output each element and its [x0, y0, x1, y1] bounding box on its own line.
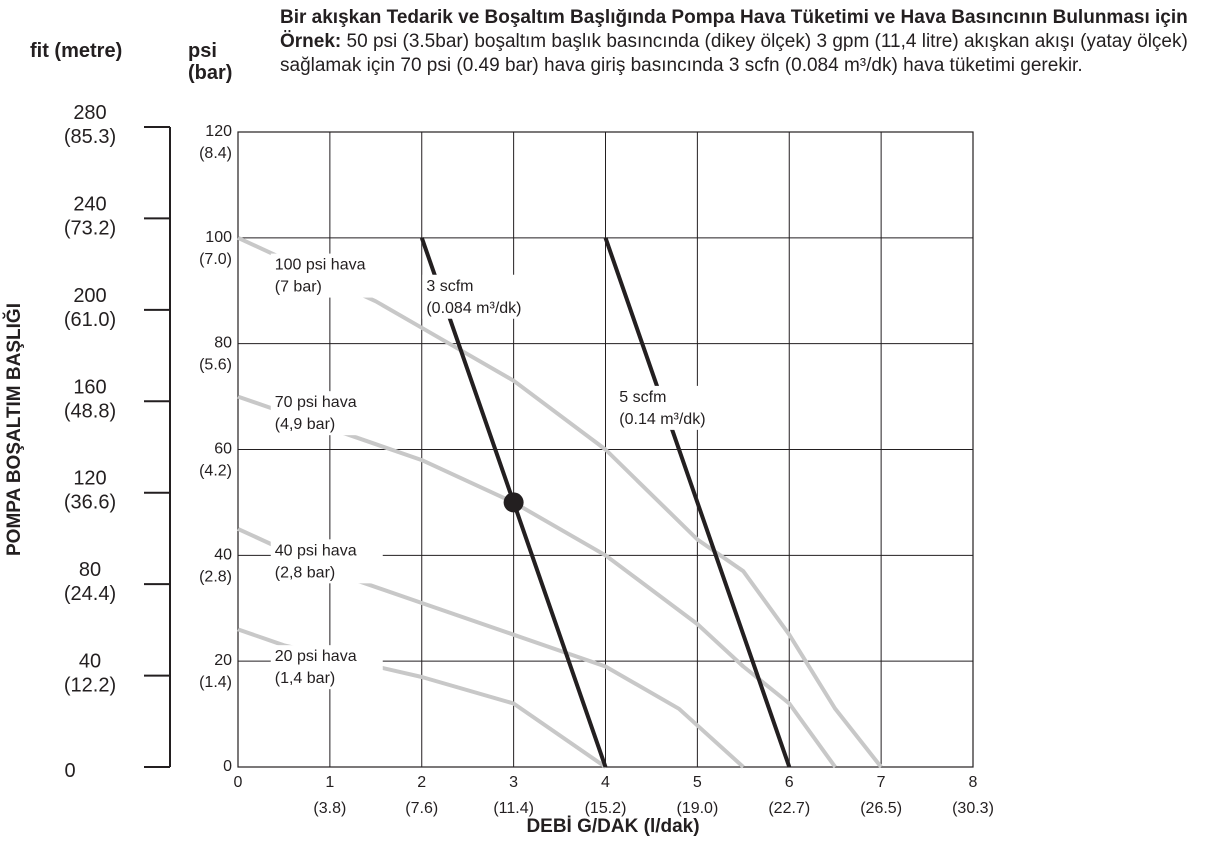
air-consumption-label-bg: [615, 385, 746, 430]
y-tick-label: 60: [214, 441, 232, 458]
air-pressure-sublabel: (2,8 bar): [275, 564, 335, 581]
x-tick-sublabel: (22.7): [768, 800, 810, 817]
x-tick-sublabel: (11.4): [493, 800, 534, 817]
air-pressure-label: 100 psi hava: [275, 257, 366, 274]
metre-tick-label: (48.8): [64, 400, 116, 422]
y-tick-label: 80: [214, 335, 232, 352]
x-tick-sublabel: (26.5): [860, 800, 902, 817]
metre-tick-label: (12.2): [64, 675, 116, 697]
metre-tick-label: (73.2): [64, 217, 116, 239]
air-pressure-label-bg: [270, 645, 383, 690]
metre-tick-label: (24.4): [64, 583, 116, 605]
x-tick-sublabel: (19.0): [676, 800, 718, 817]
metre-tick-label: (36.6): [64, 492, 116, 514]
air-pressure-label: 40 psi hava: [275, 542, 357, 559]
x-tick-sublabel: (7.6): [405, 800, 438, 817]
example-point: [503, 492, 524, 513]
air-pressure-label-bg: [270, 253, 383, 298]
air-pressure-label: 20 psi hava: [275, 648, 357, 665]
feet-tick-label: 40: [79, 651, 101, 673]
air-consumption-label: 5 scfm: [619, 389, 666, 406]
air-pressure-sublabel: (1,4 bar): [275, 670, 335, 687]
feet-tick-label: 0: [64, 760, 75, 782]
air-pressure-label-bg: [270, 391, 383, 436]
x-tick-label: 2: [417, 774, 426, 791]
x-tick-label: 1: [325, 774, 334, 791]
y-tick-sublabel: (7.0): [199, 251, 232, 268]
y-tick-sublabel: (5.6): [199, 357, 232, 374]
x-tick-label: 5: [693, 774, 702, 791]
x-tick-sublabel: (30.3): [952, 800, 994, 817]
example-note-title: Bir akışkan Tedarik ve Boşaltım Başlığın…: [280, 7, 1188, 52]
air-consumption-label-bg: [422, 274, 553, 319]
feet-tick-label: 240: [73, 193, 106, 215]
x-tick-label: 8: [969, 774, 978, 791]
air-consumption-label: 3 scfm: [426, 278, 473, 295]
example-note: Bir akışkan Tedarik ve Boşaltım Başlığın…: [280, 6, 1205, 78]
air-consumption-sublabel: (0.14 m³/dk): [619, 411, 705, 428]
x-tick-label: 4: [601, 774, 610, 791]
y-tick-sublabel: (2.8): [199, 568, 232, 585]
x-tick-label: 7: [877, 774, 886, 791]
y-tick-label: 0: [223, 758, 232, 775]
example-note-text: 50 psi (3.5bar) boşaltım başlık basıncın…: [280, 31, 1188, 76]
x-tick-label: 6: [785, 774, 794, 791]
x-axis-title-text: DEBİ G/DAK (l/dak): [526, 816, 700, 837]
x-tick-sublabel: (3.8): [313, 800, 346, 817]
metre-tick-label: (61.0): [64, 309, 116, 331]
feet-tick-label: 200: [73, 285, 106, 307]
feet-tick-label: 120: [73, 468, 106, 490]
air-pressure-label-bg: [270, 539, 383, 584]
air-consumption-line-1: [603, 237, 792, 768]
metre-tick-label: (85.3): [64, 126, 116, 148]
feet-tick-label: 280: [73, 102, 106, 124]
y-tick-sublabel: (1.4): [199, 674, 232, 691]
air-pressure-label: 70 psi hava: [275, 394, 357, 411]
x-tick-sublabel: (15.2): [585, 800, 627, 817]
air-pressure-sublabel: (4,9 bar): [275, 416, 335, 433]
y-tick-label: 20: [214, 652, 232, 669]
x-tick-label: 3: [509, 774, 518, 791]
y-tick-label: 40: [214, 546, 232, 563]
feet-header: fit (metre): [30, 40, 123, 62]
y-tick-sublabel: (4.2): [199, 463, 232, 480]
y-tick-sublabel: (8.4): [199, 145, 232, 162]
y-tick-label: 100: [205, 229, 232, 246]
air-consumption-sublabel: (0.084 m³/dk): [426, 300, 521, 317]
psi-header: psi (bar): [188, 40, 233, 84]
feet-tick-label: 160: [73, 376, 106, 398]
air-pressure-sublabel: (7 bar): [275, 279, 322, 296]
y-tick-label: 120: [205, 123, 232, 140]
x-tick-label: 0: [234, 774, 243, 791]
feet-tick-label: 80: [79, 559, 101, 581]
